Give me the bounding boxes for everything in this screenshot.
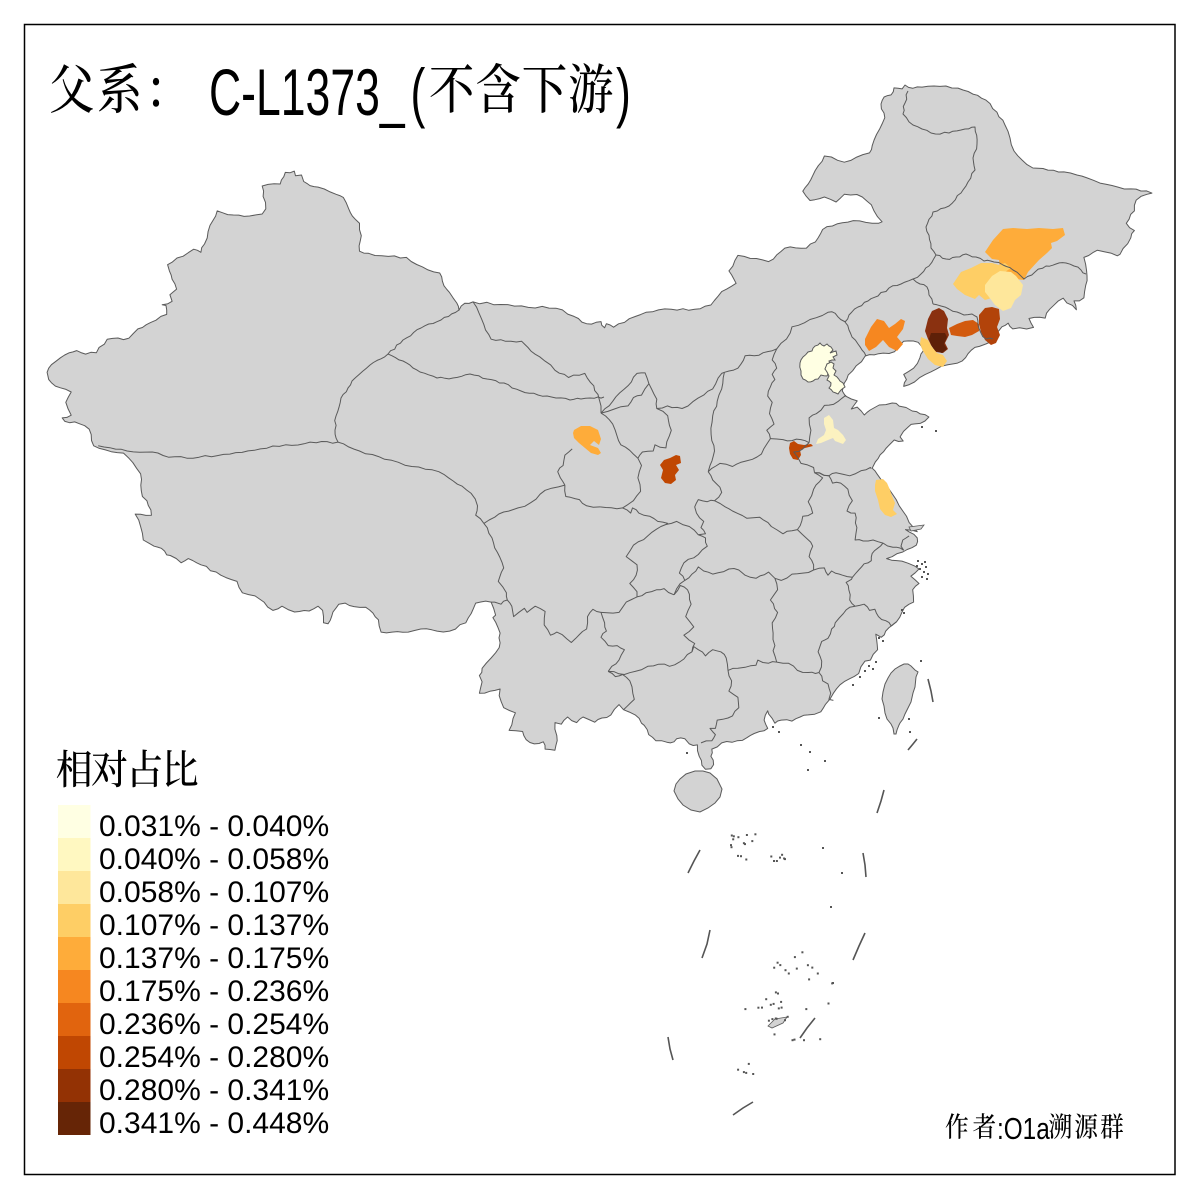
svg-text:): ) — [616, 55, 631, 129]
svg-text:0.107% - 0.137%: 0.107% - 0.137% — [99, 909, 329, 942]
svg-text:0.236% - 0.254%: 0.236% - 0.254% — [99, 1008, 329, 1041]
svg-text:0.280% - 0.341%: 0.280% - 0.341% — [99, 1074, 329, 1107]
svg-text:0.137% - 0.175%: 0.137% - 0.175% — [99, 942, 329, 975]
svg-text:0.175% - 0.236%: 0.175% - 0.236% — [99, 975, 329, 1008]
svg-text:(: ( — [411, 55, 426, 129]
svg-text:0.341% - 0.448%: 0.341% - 0.448% — [99, 1107, 329, 1140]
svg-text:0.058% - 0.107%: 0.058% - 0.107% — [99, 876, 329, 909]
svg-text:0.031% - 0.040%: 0.031% - 0.040% — [99, 810, 329, 843]
svg-text::O1a: :O1a — [997, 1111, 1050, 1145]
svg-text:0.254% - 0.280%: 0.254% - 0.280% — [99, 1041, 329, 1074]
svg-text:0.040% - 0.058%: 0.040% - 0.058% — [99, 843, 329, 876]
svg-text:C-L1373_: C-L1373_ — [209, 55, 405, 129]
